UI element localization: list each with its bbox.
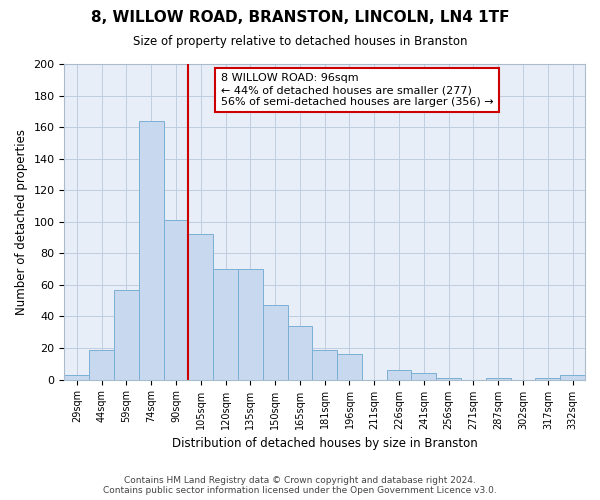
Text: 8, WILLOW ROAD, BRANSTON, LINCOLN, LN4 1TF: 8, WILLOW ROAD, BRANSTON, LINCOLN, LN4 1… (91, 10, 509, 25)
Text: Size of property relative to detached houses in Branston: Size of property relative to detached ho… (133, 35, 467, 48)
Bar (560, 375, 585, 380)
Bar (139, 121, 164, 380)
Bar (535, 378, 560, 380)
Bar (64, 375, 89, 380)
Bar (337, 354, 362, 380)
Bar (263, 306, 287, 380)
Bar (188, 234, 213, 380)
Bar (313, 350, 337, 380)
Bar (213, 269, 238, 380)
Bar (412, 374, 436, 380)
Bar (486, 378, 511, 380)
Text: Contains HM Land Registry data © Crown copyright and database right 2024.
Contai: Contains HM Land Registry data © Crown c… (103, 476, 497, 495)
Y-axis label: Number of detached properties: Number of detached properties (15, 129, 28, 315)
Bar (164, 220, 188, 380)
Bar (386, 370, 412, 380)
Text: 8 WILLOW ROAD: 96sqm
← 44% of detached houses are smaller (277)
56% of semi-deta: 8 WILLOW ROAD: 96sqm ← 44% of detached h… (221, 74, 493, 106)
X-axis label: Distribution of detached houses by size in Branston: Distribution of detached houses by size … (172, 437, 478, 450)
Bar (238, 269, 263, 380)
Bar (436, 378, 461, 380)
Bar (89, 350, 114, 380)
Bar (114, 290, 139, 380)
Bar (287, 326, 313, 380)
